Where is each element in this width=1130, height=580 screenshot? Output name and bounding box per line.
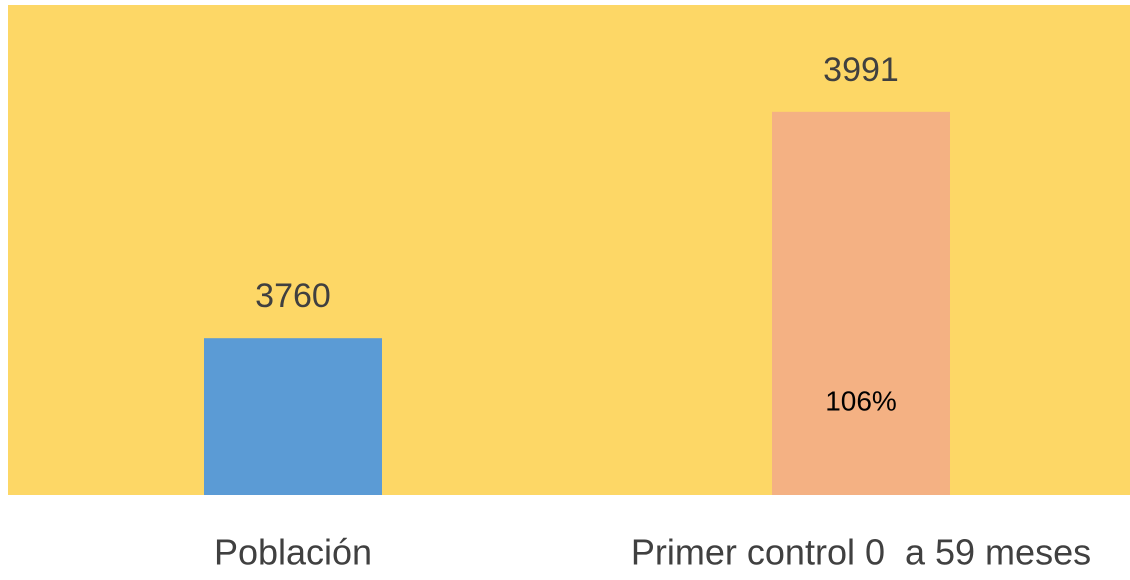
annotation: 106% — [825, 385, 897, 416]
bar — [204, 338, 382, 495]
x-tick-label: Primer control 0 a 59 meses — [631, 532, 1091, 573]
value-label: 3760 — [255, 277, 331, 315]
bar — [772, 111, 950, 495]
plot-background — [8, 5, 1130, 495]
value-label: 3991 — [823, 51, 899, 89]
x-tick-label: Población — [214, 532, 372, 573]
